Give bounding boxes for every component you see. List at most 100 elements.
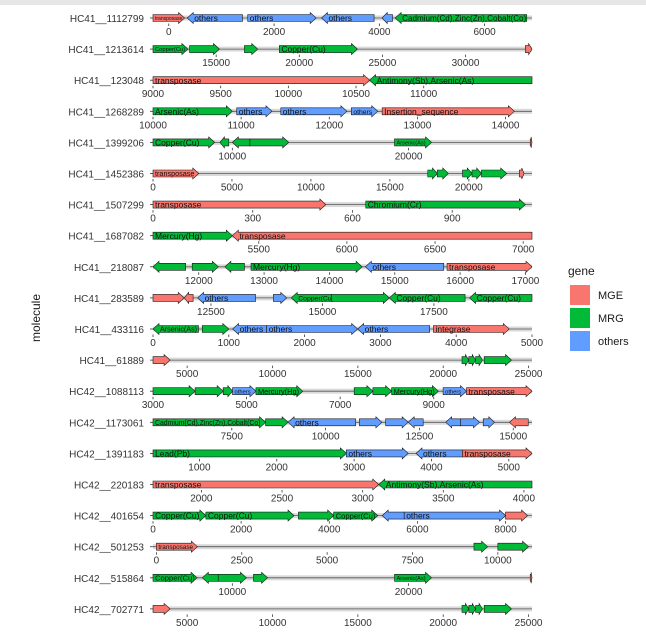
gene-arrow bbox=[462, 167, 473, 180]
gene-arrow bbox=[433, 322, 510, 336]
gene-label: Copper(Cu) bbox=[208, 511, 253, 521]
molecule-label: HC42__515864 bbox=[74, 574, 144, 585]
gene-label: others bbox=[328, 13, 352, 23]
gene-arrow bbox=[394, 571, 432, 584]
y-axis-title: molecule bbox=[29, 294, 43, 342]
gene-arrow bbox=[442, 385, 467, 398]
x-tick-label: 13000 bbox=[404, 120, 432, 131]
x-tick-label: 11000 bbox=[228, 120, 256, 131]
x-tick-label: 20000 bbox=[395, 587, 423, 598]
gene-arrow bbox=[331, 291, 390, 305]
gene-arrow bbox=[280, 105, 348, 118]
gene-label: Copper(Cu) bbox=[281, 44, 326, 54]
x-tick-label: 5000 bbox=[316, 556, 339, 567]
gene-label: transposase bbox=[468, 386, 515, 396]
molecule-label: HC41__1687082 bbox=[68, 232, 144, 243]
molecule-label: HC41__61889 bbox=[80, 356, 145, 367]
gene-arrow bbox=[394, 11, 528, 25]
x-tick-label: 0 bbox=[154, 556, 160, 567]
molecule-label: HC41__1268289 bbox=[68, 107, 144, 118]
x-tick-label: 6000 bbox=[336, 245, 359, 256]
gene-arrow bbox=[205, 509, 295, 522]
gene-label: integrase bbox=[435, 324, 470, 334]
gene-arrow bbox=[201, 322, 230, 336]
gene-label: Copper(Cu) bbox=[155, 574, 195, 583]
x-tick-label: 4000 bbox=[445, 338, 468, 349]
x-tick-label: 5000 bbox=[498, 462, 521, 473]
gene-label: Copper(Cu) bbox=[155, 47, 185, 53]
x-tick-label: 0 bbox=[150, 214, 156, 225]
gene-arrow bbox=[156, 540, 198, 553]
x-tick-label: 7000 bbox=[512, 245, 535, 256]
gene-arrow bbox=[287, 416, 356, 429]
gene-label: transposase bbox=[155, 480, 202, 490]
gene-arrow bbox=[152, 602, 171, 616]
x-tick-label: 10500 bbox=[342, 89, 370, 100]
x-tick-label: 6000 bbox=[474, 27, 497, 38]
gene-arrow bbox=[519, 167, 525, 180]
x-tick-label: 10000 bbox=[218, 151, 246, 162]
gene-arrow bbox=[446, 260, 533, 273]
gene-arrow bbox=[232, 385, 257, 398]
gene-arrow bbox=[183, 291, 194, 305]
gene-arrow bbox=[186, 11, 243, 25]
x-tick-label: 7000 bbox=[329, 400, 352, 411]
x-tick-label: 7500 bbox=[401, 556, 424, 567]
x-tick-label: 15000 bbox=[376, 183, 404, 194]
gene-label: Mercury(Hg) bbox=[258, 387, 299, 396]
x-tick-label: 10000 bbox=[139, 120, 167, 131]
gene-arrow bbox=[369, 74, 533, 87]
legend-key-mge bbox=[570, 285, 590, 305]
x-tick-label: 2000 bbox=[190, 494, 213, 505]
gene-arrow bbox=[189, 42, 220, 56]
gene-arrow bbox=[152, 42, 189, 56]
gene-arrow bbox=[391, 385, 439, 398]
x-tick-label: 12000 bbox=[315, 120, 343, 131]
x-tick-label: 5000 bbox=[176, 369, 199, 380]
x-tick-label: 600 bbox=[344, 214, 361, 225]
gene-arrow bbox=[403, 509, 507, 522]
x-tick-label: 4000 bbox=[368, 27, 391, 38]
gene-arrow bbox=[445, 416, 462, 429]
molecule-label: HC41__283589 bbox=[74, 294, 144, 305]
gene-arrow bbox=[236, 105, 273, 118]
gene-arrow bbox=[217, 571, 247, 584]
x-tick-label: 2500 bbox=[271, 494, 294, 505]
gene-label: Mercury(Hg) bbox=[155, 231, 202, 241]
x-tick-label: 10000 bbox=[259, 369, 287, 380]
x-tick-label: 7500 bbox=[221, 431, 244, 442]
gene-label: others bbox=[423, 448, 447, 458]
gene-arrow bbox=[232, 322, 268, 336]
gene-arrow bbox=[152, 74, 371, 87]
molecule-label: HC42__1391183 bbox=[69, 449, 144, 460]
gene-arrow bbox=[152, 260, 186, 273]
molecule-label: HC41__1507299 bbox=[68, 201, 144, 212]
x-tick-label: 3000 bbox=[369, 338, 392, 349]
gene-arrow bbox=[473, 540, 489, 553]
gene-arrow bbox=[152, 416, 267, 429]
gene-label: others bbox=[406, 511, 430, 521]
legend-label: MGE bbox=[598, 290, 623, 302]
gene-arrow bbox=[266, 322, 359, 336]
gene-arrow bbox=[250, 260, 363, 273]
gene-arrow bbox=[152, 167, 200, 180]
x-tick-label: 12500 bbox=[406, 431, 434, 442]
gene-label: Copper(Cu) bbox=[155, 511, 200, 521]
x-tick-label: 30000 bbox=[452, 58, 480, 69]
x-tick-label: 17000 bbox=[512, 276, 540, 287]
gene-label: transposase bbox=[155, 75, 202, 85]
x-tick-label: 20000 bbox=[429, 618, 457, 629]
gene-label: others bbox=[205, 293, 229, 303]
molecule-label: HC41__433116 bbox=[75, 325, 145, 336]
molecule-label: HC41__1399206 bbox=[68, 138, 144, 149]
gene-arrow bbox=[224, 260, 245, 273]
gene-arrow bbox=[255, 385, 304, 398]
x-tick-label: 9000 bbox=[142, 89, 165, 100]
gene-arrow bbox=[461, 353, 470, 367]
gene-arrow bbox=[475, 353, 483, 367]
gene-arrow bbox=[497, 540, 530, 553]
molecule-label: HC41__1213614 bbox=[68, 45, 144, 56]
gene-label: Copper(Cu) bbox=[298, 295, 334, 302]
molecule-label: HC42__220183 bbox=[74, 481, 144, 492]
x-tick-label: 3000 bbox=[142, 400, 165, 411]
